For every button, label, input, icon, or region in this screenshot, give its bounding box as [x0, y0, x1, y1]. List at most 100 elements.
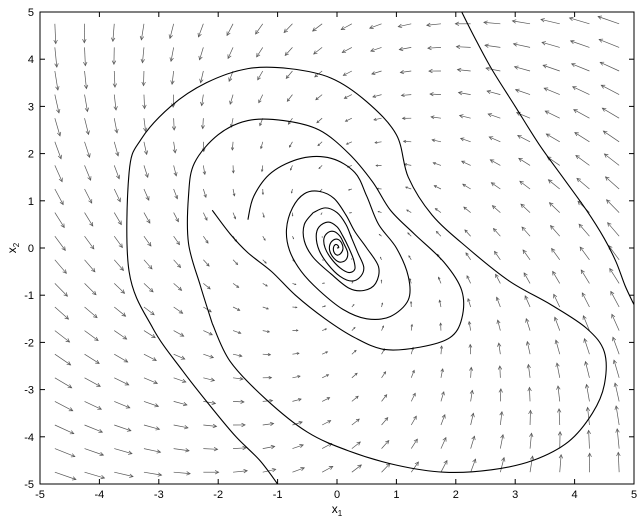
- vector-arrow: [114, 471, 134, 478]
- vector-arrow: [497, 365, 503, 378]
- y-tick-label: 4: [28, 54, 34, 66]
- x-axis-label-subscript: 1: [338, 509, 343, 518]
- trajectory-5: [313, 207, 365, 282]
- vector-arrow: [456, 67, 471, 73]
- vector-arrow: [292, 306, 298, 309]
- vector-arrow: [292, 283, 297, 286]
- vector-arrow: [54, 94, 61, 114]
- vector-arrow: [489, 159, 501, 166]
- vector-arrow: [143, 188, 150, 201]
- vector-arrow: [525, 317, 531, 331]
- vector-arrow: [203, 236, 209, 244]
- vector-arrow: [233, 376, 244, 381]
- vector-arrow: [113, 118, 119, 134]
- vector-arrow: [500, 433, 505, 449]
- vector-arrow: [171, 118, 177, 131]
- vector-arrow: [54, 165, 63, 183]
- vector-arrow: [568, 16, 590, 25]
- x-tick-label: 3: [512, 489, 518, 501]
- vector-arrow: [597, 15, 620, 25]
- vector-arrow: [292, 375, 301, 379]
- vector-arrow: [262, 259, 267, 264]
- vector-arrow: [143, 165, 149, 179]
- vector-arrow: [173, 283, 183, 291]
- vector-arrow: [369, 23, 382, 29]
- x-tick-label: 5: [631, 489, 637, 501]
- vector-arrow: [231, 165, 235, 174]
- vector-arrow: [457, 91, 471, 96]
- vector-arrow: [203, 423, 218, 429]
- vector-arrow: [143, 118, 148, 133]
- vector-arrow: [351, 441, 361, 449]
- vector-arrow: [113, 212, 122, 226]
- vector-arrow: [488, 136, 501, 143]
- vector-arrow: [202, 165, 207, 176]
- vector-arrow: [283, 23, 293, 34]
- vector-arrow: [604, 176, 620, 190]
- vector-arrow: [143, 212, 151, 224]
- vector-arrow: [572, 86, 590, 95]
- vector-arrow: [203, 188, 207, 199]
- vector-arrow: [113, 235, 123, 249]
- vector-arrow: [289, 141, 293, 148]
- y-tick-label: -1: [24, 290, 34, 302]
- vector-arrow: [461, 160, 471, 166]
- vector-arrow: [523, 272, 531, 284]
- vector-arrow: [322, 351, 329, 355]
- vector-arrow: [348, 212, 352, 214]
- vector-arrow: [143, 448, 162, 454]
- vector-arrow: [143, 306, 155, 316]
- vector-arrow: [556, 385, 561, 402]
- vector-arrow: [170, 70, 175, 85]
- vector-arrow: [381, 371, 387, 378]
- vector-arrow: [200, 94, 205, 107]
- vector-arrow: [428, 68, 441, 74]
- vector-arrow: [321, 374, 330, 379]
- vector-arrow: [82, 23, 87, 44]
- vector-arrow: [409, 277, 412, 284]
- vector-arrow: [429, 92, 441, 97]
- vector-arrow: [111, 23, 116, 43]
- vector-arrow: [203, 470, 220, 475]
- x-tick-label: -1: [273, 489, 283, 501]
- vector-arrow: [351, 395, 359, 402]
- vector-arrow: [84, 212, 94, 227]
- vector-arrow: [257, 70, 264, 81]
- vector-arrow: [584, 383, 590, 402]
- vector-arrow: [284, 47, 293, 57]
- vector-arrow: [470, 435, 476, 449]
- vector-arrow: [321, 443, 333, 449]
- vector-arrow: [84, 188, 93, 204]
- vector-arrow: [343, 94, 353, 99]
- y-tick-label: 5: [28, 7, 34, 19]
- vector-arrow: [233, 468, 248, 474]
- vector-arrow: [381, 417, 389, 426]
- vector-arrow: [320, 212, 323, 216]
- vector-arrow: [203, 447, 219, 452]
- vector-arrow: [464, 229, 471, 237]
- vector-arrow: [610, 290, 620, 308]
- vector-arrow: [439, 322, 443, 331]
- vector-arrow: [612, 336, 620, 355]
- vector-arrow: [54, 118, 62, 137]
- vector-arrow: [54, 141, 62, 160]
- vector-arrow: [143, 235, 152, 247]
- vector-arrow: [599, 61, 620, 72]
- vector-arrow: [553, 316, 561, 331]
- vector-arrow: [232, 306, 241, 311]
- vector-arrow: [255, 23, 264, 35]
- vector-arrow: [410, 369, 415, 378]
- vector-arrow: [113, 165, 121, 180]
- vector-arrow: [232, 259, 239, 266]
- vector-arrow: [463, 206, 471, 213]
- vector-arrow: [521, 226, 531, 237]
- vector-field: [53, 15, 621, 481]
- vector-arrow: [258, 94, 264, 104]
- vector-arrow: [378, 233, 382, 237]
- vector-arrow: [524, 295, 531, 308]
- vector-arrow: [344, 117, 353, 122]
- vector-arrow: [351, 303, 355, 308]
- vector-arrow: [466, 275, 471, 284]
- vector-arrow: [232, 353, 243, 358]
- vector-arrow: [203, 353, 215, 359]
